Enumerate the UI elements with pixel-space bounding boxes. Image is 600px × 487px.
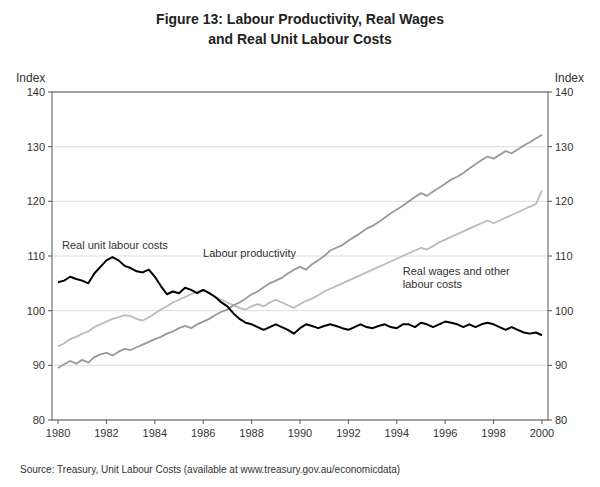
x-tick xyxy=(106,420,107,424)
series-line xyxy=(58,190,542,346)
x-tick xyxy=(493,420,494,424)
y-tick-label: 120 xyxy=(27,195,45,207)
grid-line xyxy=(52,310,548,311)
x-tick-label: 1992 xyxy=(336,427,360,439)
y-tick-label: 110 xyxy=(27,250,45,262)
y2-axis-label: Index xyxy=(555,71,584,85)
y-tick xyxy=(48,201,52,202)
title: Figure 13: Labour Productivity, Real Wag… xyxy=(156,11,444,27)
y-tick-label: 140 xyxy=(27,86,45,98)
background xyxy=(0,0,600,487)
y-tick xyxy=(48,365,52,366)
plot-frame xyxy=(52,92,548,420)
y2-tick xyxy=(548,201,552,202)
series-label: Real wages and otherlabour costs xyxy=(403,265,510,290)
y2-tick-label: 90 xyxy=(555,359,567,371)
x-tick xyxy=(396,420,397,424)
series-labels: Labour productivity Real wages and otherl… xyxy=(62,239,510,290)
y-tick-label: 100 xyxy=(27,305,45,317)
y2-tick xyxy=(548,256,552,257)
y2-tick xyxy=(548,365,552,366)
y2-tick xyxy=(548,146,552,147)
y-tick xyxy=(48,310,52,311)
x-tick-label: 1986 xyxy=(191,427,215,439)
y2-tick-label: 140 xyxy=(555,86,573,98)
y-tick-label: 80 xyxy=(33,414,45,426)
y2-tick xyxy=(548,420,552,421)
y-tick xyxy=(48,146,52,147)
chart: Figure 13: Labour Productivity, Real Wag… xyxy=(0,0,600,487)
x-tick xyxy=(58,420,59,424)
axes: 80 90 100 110 120 130 140 80 90 100 110 120 130 140 19… xyxy=(27,86,574,439)
x-tick xyxy=(203,420,204,424)
grid xyxy=(52,92,548,420)
grid-line xyxy=(52,365,548,366)
y2-tick-label: 100 xyxy=(555,305,573,317)
series-line xyxy=(58,257,542,335)
grid-line xyxy=(52,256,548,257)
y-axis-label: Index xyxy=(16,71,45,85)
x-tick xyxy=(541,420,542,424)
grid-line xyxy=(52,201,548,202)
x-tick-label: 1994 xyxy=(385,427,409,439)
x-tick xyxy=(445,420,446,424)
lines xyxy=(58,135,542,368)
grid-line xyxy=(52,146,548,147)
y2-tick-label: 130 xyxy=(555,141,573,153)
x-tick xyxy=(251,420,252,424)
x-tick-label: 1984 xyxy=(143,427,167,439)
y2-tick xyxy=(548,310,552,311)
source: Source: Treasury, Unit Labour Costs (ava… xyxy=(20,464,400,475)
x-tick-label: 2000 xyxy=(530,427,554,439)
y-tick xyxy=(48,92,52,93)
y-tick xyxy=(48,420,52,421)
x-tick-label: 1982 xyxy=(94,427,118,439)
y-tick-label: 130 xyxy=(27,141,45,153)
y2-tick-label: 80 xyxy=(555,414,567,426)
y2-tick-label: 120 xyxy=(555,195,573,207)
x-tick-label: 1980 xyxy=(46,427,70,439)
y2-tick-label: 110 xyxy=(555,250,573,262)
x-tick xyxy=(154,420,155,424)
x-tick-label: 1988 xyxy=(239,427,263,439)
series-label: Real unit labour costs xyxy=(62,239,168,251)
x-tick xyxy=(348,420,349,424)
y-tick xyxy=(48,256,52,257)
x-tick-label: 1998 xyxy=(481,427,505,439)
subtitle: and Real Unit Labour Costs xyxy=(208,31,392,47)
series-line xyxy=(58,135,542,368)
y2-tick xyxy=(548,92,552,93)
series-label: Labour productivity xyxy=(203,247,296,259)
x-tick-label: 1990 xyxy=(288,427,312,439)
y-tick-label: 90 xyxy=(33,359,45,371)
x-tick-label: 1996 xyxy=(433,427,457,439)
x-tick xyxy=(300,420,301,424)
